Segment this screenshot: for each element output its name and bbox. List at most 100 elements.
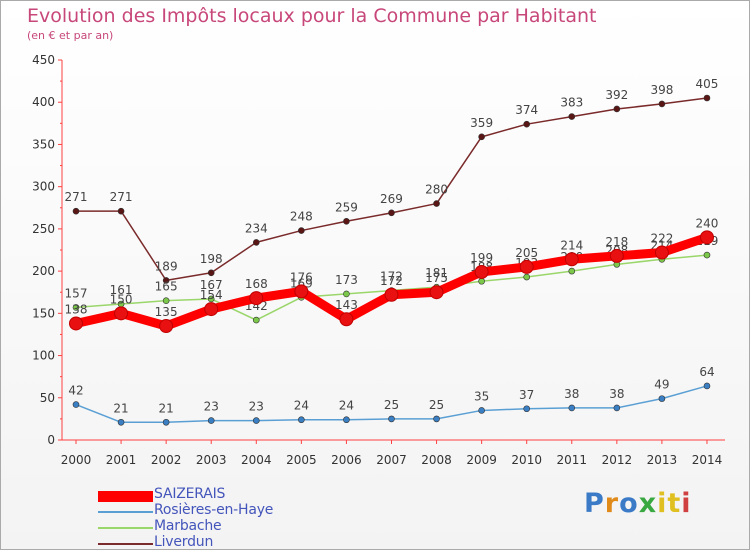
logo-letter: t bbox=[667, 488, 682, 519]
chart-subtitle: (en € et par an) bbox=[27, 29, 114, 42]
data-point bbox=[117, 207, 125, 215]
data-label: 157 bbox=[65, 286, 88, 300]
data-label: 23 bbox=[204, 400, 219, 414]
x-tick-label: 2013 bbox=[647, 453, 678, 467]
legend-label: Rosières-en-Haye bbox=[154, 502, 274, 518]
data-point bbox=[388, 209, 395, 217]
data-label: 189 bbox=[155, 259, 178, 273]
y-tick-label: 200 bbox=[32, 264, 55, 278]
data-point bbox=[658, 395, 666, 402]
x-tick-label: 2001 bbox=[106, 453, 137, 467]
data-point bbox=[72, 207, 80, 215]
y-tick-label: 0 bbox=[47, 433, 55, 447]
logo-letter: x bbox=[638, 488, 658, 519]
data-label: 234 bbox=[245, 221, 268, 235]
data-point bbox=[568, 113, 576, 120]
y-tick-label: 300 bbox=[32, 180, 55, 194]
data-label: 383 bbox=[560, 96, 583, 110]
data-point bbox=[523, 273, 531, 281]
data-point bbox=[519, 259, 534, 274]
data-point bbox=[568, 404, 576, 412]
logo-letter: P bbox=[584, 488, 605, 519]
legend-label: Marbache bbox=[154, 518, 222, 534]
data-point bbox=[252, 239, 260, 246]
data-label: 374 bbox=[515, 103, 538, 117]
y-tick-label: 150 bbox=[32, 306, 55, 320]
data-point bbox=[207, 417, 215, 424]
x-tick-label: 2011 bbox=[556, 453, 587, 467]
data-point bbox=[162, 277, 170, 284]
y-tick-label: 250 bbox=[32, 222, 55, 236]
data-point bbox=[207, 295, 215, 303]
data-point bbox=[343, 217, 350, 225]
data-point bbox=[162, 418, 170, 426]
data-point bbox=[294, 284, 309, 299]
x-tick-label: 2005 bbox=[286, 453, 317, 467]
data-label: 25 bbox=[384, 398, 399, 412]
data-label: 169 bbox=[290, 276, 313, 290]
data-label: 214 bbox=[560, 238, 583, 252]
data-label: 359 bbox=[470, 116, 493, 130]
legend-label: SAIZERAIS bbox=[154, 486, 226, 502]
data-point bbox=[433, 415, 440, 423]
x-tick-label: 2010 bbox=[511, 453, 542, 467]
data-point bbox=[388, 415, 395, 423]
data-point bbox=[564, 252, 579, 267]
proxiti-logo: Proxiti bbox=[584, 488, 692, 519]
data-label: 176 bbox=[290, 270, 313, 284]
data-label: 205 bbox=[515, 246, 538, 260]
data-label: 165 bbox=[155, 280, 178, 294]
data-point bbox=[429, 285, 444, 300]
data-label: 405 bbox=[696, 77, 719, 91]
data-point bbox=[114, 306, 129, 321]
data-point bbox=[478, 277, 485, 285]
series-liverdun: 271 271 189 198 234 248 259 269 280 359 374 383 392 3… bbox=[65, 77, 719, 284]
data-point bbox=[69, 316, 83, 331]
data-point bbox=[249, 291, 264, 306]
data-label: 269 bbox=[380, 192, 403, 206]
data-label: 199 bbox=[470, 251, 493, 265]
logo-letter: o bbox=[619, 488, 639, 519]
data-label: 218 bbox=[605, 235, 628, 249]
data-label: 168 bbox=[245, 277, 268, 291]
data-label: 21 bbox=[113, 401, 128, 415]
x-tick-label: 2000 bbox=[61, 453, 92, 467]
data-point bbox=[384, 287, 399, 302]
legend-swatch bbox=[98, 543, 153, 545]
data-point bbox=[699, 230, 714, 245]
data-label: 38 bbox=[564, 387, 579, 401]
chart-title: Evolution des Impôts locaux pour la Comm… bbox=[27, 5, 597, 27]
data-point bbox=[568, 267, 576, 275]
data-label: 173 bbox=[335, 273, 358, 287]
data-point bbox=[343, 416, 350, 424]
data-label: 172 bbox=[380, 274, 403, 288]
data-label: 150 bbox=[110, 292, 133, 306]
y-tick-label: 50 bbox=[40, 391, 55, 405]
data-label: 21 bbox=[158, 401, 173, 415]
data-label: 271 bbox=[110, 190, 133, 204]
data-point bbox=[433, 200, 440, 207]
data-label: 23 bbox=[249, 400, 264, 414]
data-point bbox=[252, 316, 260, 324]
x-tick-label: 2012 bbox=[602, 453, 633, 467]
data-point bbox=[252, 417, 260, 424]
data-point bbox=[474, 264, 489, 279]
data-point bbox=[343, 290, 350, 298]
logo-letter: i bbox=[681, 488, 692, 519]
data-point bbox=[703, 382, 711, 390]
data-point bbox=[207, 269, 215, 277]
data-point bbox=[703, 251, 711, 259]
data-point bbox=[523, 120, 531, 128]
x-tick-label: 2002 bbox=[151, 453, 182, 467]
data-label: 37 bbox=[519, 388, 534, 402]
data-point bbox=[159, 319, 174, 333]
x-tick-label: 2003 bbox=[196, 453, 227, 467]
data-label: 175 bbox=[425, 271, 448, 285]
data-label: 222 bbox=[650, 232, 673, 246]
data-label: 280 bbox=[425, 183, 448, 197]
data-point bbox=[162, 297, 170, 304]
data-label: 248 bbox=[290, 210, 313, 224]
x-tick-label: 2007 bbox=[376, 453, 407, 467]
y-tick-label: 100 bbox=[32, 349, 55, 363]
